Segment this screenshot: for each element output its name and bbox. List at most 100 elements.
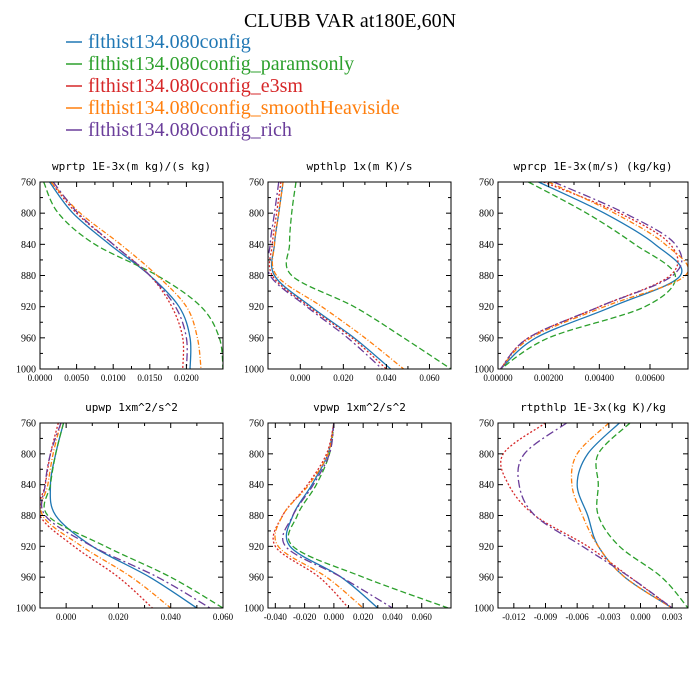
x-tick-label: 0.00200 [534, 373, 564, 383]
y-tick-label: 960 [249, 333, 264, 344]
x-tick-label: 0.040 [161, 612, 182, 622]
y-tick-label: 960 [21, 333, 36, 344]
x-tick-label: 0.020 [333, 373, 354, 383]
y-tick-label: 1000 [474, 365, 494, 376]
y-tick-label: 880 [479, 271, 494, 282]
y-tick-label: 1000 [16, 365, 36, 376]
x-tick-label: 0.040 [376, 373, 397, 383]
y-tick-label: 1000 [16, 604, 36, 615]
y-tick-label: 880 [249, 271, 264, 282]
y-tick-label: 800 [21, 449, 36, 460]
y-tick-label: 760 [21, 419, 36, 430]
panels: wprtp 1E-3x(m kg)/(s kg) 760 800 840 880 920 9… [16, 160, 689, 622]
x-tick-label: -0.003 [597, 612, 621, 622]
x-tick-label: 0.060 [213, 612, 234, 622]
y-tick-label: 960 [479, 333, 494, 344]
y-tick-label: 760 [21, 178, 36, 189]
chart-panel: wpthlp 1x(m K)/s 760 800 840 880 920 960 1000 0.… [244, 160, 452, 383]
x-tick-label: 0.0150 [137, 373, 162, 383]
y-tick-label: 760 [479, 178, 494, 189]
x-tick-label: 0.000 [290, 373, 311, 383]
y-tick-label: 920 [249, 302, 264, 313]
x-tick-label: 0.040 [382, 612, 403, 622]
panel-title: wprtp 1E-3x(m kg)/(s kg) [52, 160, 211, 173]
legend-entry: flthist134.080config_rich [88, 119, 292, 141]
y-tick-label: 880 [21, 511, 36, 522]
legend-entry: flthist134.080config [88, 31, 251, 53]
series-line [282, 423, 393, 608]
series-line [268, 182, 383, 369]
y-tick-label: 960 [249, 573, 264, 584]
y-tick-label: 760 [249, 419, 264, 430]
x-tick-label: -0.006 [566, 612, 590, 622]
y-tick-label: 840 [479, 240, 494, 251]
figure-title: CLUBB VAR at180E,60N [244, 10, 456, 32]
chart-panel: rtpthlp 1E-3x(kg K)/kg 760 800 840 880 920 960… [474, 401, 689, 622]
y-tick-label: 1000 [474, 604, 494, 615]
x-tick-label: 0.060 [412, 612, 433, 622]
y-tick-label: 840 [249, 480, 264, 491]
y-tick-label: 880 [249, 511, 264, 522]
y-tick-label: 840 [249, 240, 264, 251]
y-tick-label: 960 [479, 573, 494, 584]
series-line [287, 423, 449, 608]
legend-entry: flthist134.080config_e3sm [88, 75, 303, 97]
series-line [500, 182, 677, 369]
chart-panel: vpwp 1xm^2/s^2 760 800 840 880 920 960 1000 -0.0… [244, 401, 452, 622]
legend-entry: flthist134.080config_paramsonly [88, 53, 354, 75]
x-tick-label: 0.003 [662, 612, 683, 622]
y-tick-label: 800 [249, 209, 264, 220]
x-tick-label: 0.060 [419, 373, 440, 383]
y-tick-label: 920 [21, 302, 36, 313]
chart-panel: wprcp 1E-3x(m/s) (kg/kg) 760 800 840 880 920 9… [474, 160, 689, 383]
series-line [500, 182, 683, 369]
series-line [271, 182, 405, 369]
y-tick-label: 880 [21, 271, 36, 282]
chart-panel: upwp 1xm^2/s^2 760 800 840 880 920 960 1000 0.00… [16, 401, 234, 622]
series-line [40, 423, 211, 608]
y-tick-label: 840 [21, 240, 36, 251]
series-line [268, 182, 387, 369]
y-tick-label: 1000 [244, 604, 264, 615]
x-tick-label: -0.012 [502, 612, 525, 622]
y-tick-label: 760 [479, 419, 494, 430]
y-tick-label: 800 [249, 449, 264, 460]
y-tick-label: 840 [21, 480, 36, 491]
y-tick-label: 960 [21, 573, 36, 584]
x-tick-label: 0.00600 [635, 373, 665, 383]
y-tick-label: 760 [249, 178, 264, 189]
series-line [50, 182, 202, 369]
x-tick-label: 0.0050 [64, 373, 89, 383]
series-line [43, 423, 223, 608]
x-tick-label: 0.0100 [101, 373, 126, 383]
y-tick-label: 800 [479, 449, 494, 460]
series-line [285, 182, 451, 369]
y-tick-label: 920 [479, 302, 494, 313]
panel-title: vpwp 1xm^2/s^2 [313, 401, 406, 414]
y-tick-label: 920 [249, 542, 264, 553]
y-tick-label: 920 [479, 542, 494, 553]
series-line [274, 423, 364, 608]
series-line [570, 423, 673, 608]
panel-title: wprcp 1E-3x(m/s) (kg/kg) [514, 160, 673, 173]
y-tick-label: 880 [479, 511, 494, 522]
series-line [40, 423, 172, 608]
x-tick-label: 0.00400 [585, 373, 615, 383]
y-tick-label: 1000 [244, 365, 264, 376]
legend-entry: flthist134.080config_smoothHeaviside [88, 97, 400, 119]
x-tick-label: 0.0000 [28, 373, 53, 383]
x-tick-label: 0.0200 [174, 373, 199, 383]
y-tick-label: 800 [479, 209, 494, 220]
x-tick-label: 0.00000 [483, 373, 513, 383]
x-tick-label: 0.000 [630, 612, 651, 622]
y-tick-label: 800 [21, 209, 36, 220]
series-line [52, 182, 188, 369]
x-tick-label: 0.020 [108, 612, 129, 622]
panel-title: rtpthlp 1E-3x(kg K)/kg [520, 401, 666, 414]
panel-title: upwp 1xm^2/s^2 [85, 401, 178, 414]
x-tick-label: -0.020 [293, 612, 317, 622]
series-line [517, 423, 673, 608]
x-tick-label: 0.020 [353, 612, 374, 622]
x-tick-label: 0.000 [324, 612, 345, 622]
